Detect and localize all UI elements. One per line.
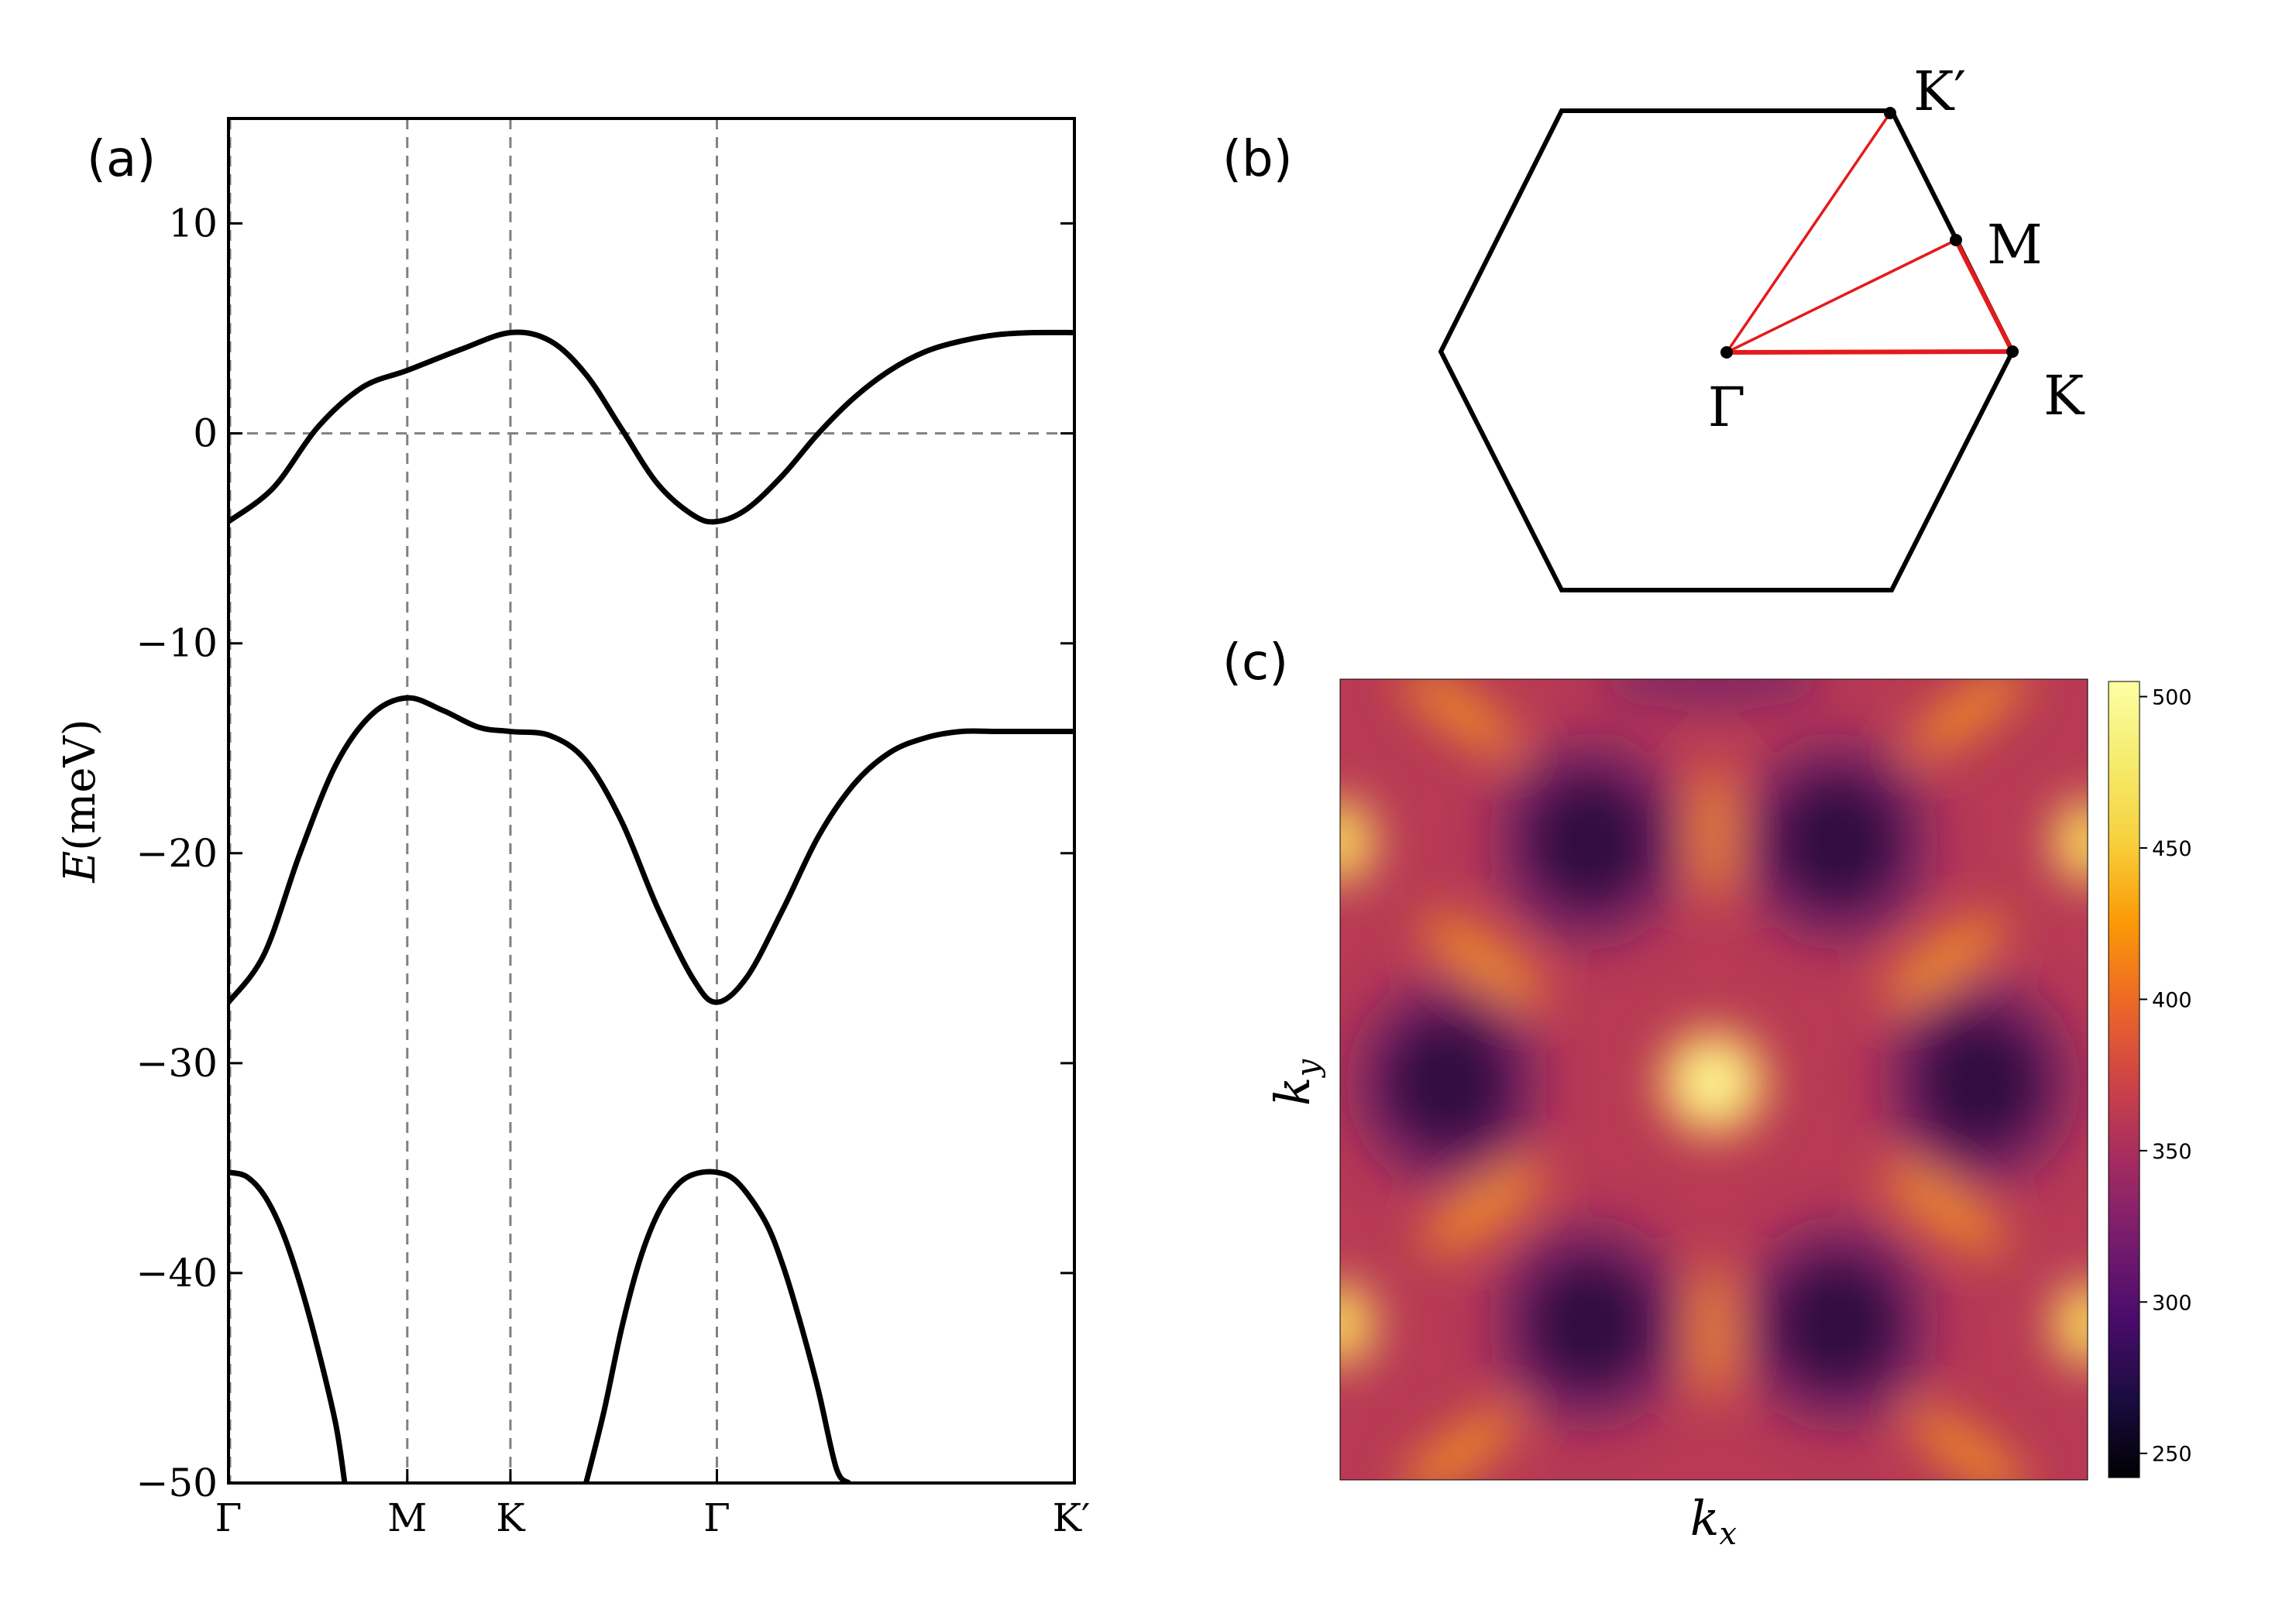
point-kprime [1884,107,1896,119]
high-symmetry-path [1725,112,2015,355]
path-gamma-m [1726,239,1957,354]
colorbar-tick-label: 500 [2152,686,2192,710]
band-3-curve [583,1169,852,1483]
panel-label-c: (c) [1222,634,1288,692]
band-curves [229,329,1074,1483]
x-tick-label: Γ [215,1495,242,1540]
maximum-edge [2053,799,2088,884]
y-tick-label: −40 [136,1251,218,1296]
heatmap-frame [1339,678,2088,1481]
panel-label-a: (a) [87,131,156,188]
band-3-curve [229,1169,348,1483]
x-axis-label-symbol: k [1690,1490,1720,1546]
label-m: M [1987,213,2043,276]
halo [1346,974,1548,1191]
colorbar [2109,681,2140,1478]
ridge [1421,1162,1545,1254]
maximum-center [1684,1053,1743,1112]
y-axis-label-symbol: k [1264,1077,1321,1107]
point-k [2006,345,2019,358]
x-tick-label: K [496,1495,526,1540]
colorbar-tick-label: 350 [2152,1140,2192,1164]
halo [1596,679,1828,710]
y-tick-label: 0 [193,411,218,456]
y-axis-label-unit: (meV) [55,719,105,850]
y-axis-label-heatmap: ky [1264,1059,1326,1107]
band-structure-plot: 10 0 −10 −20 −30 −40 −50 Γ M K Γ K′ E(meV) [55,117,1091,1540]
y-axis-label-symbol: E [55,851,105,884]
y-axis-label-subscript: y [1291,1059,1326,1079]
maximum-edge [1340,1282,1375,1367]
halo [1489,733,1690,950]
colorbar-tick-label: 450 [2152,837,2192,861]
band-1-curve [229,329,1074,525]
halo [1737,733,1938,950]
brillouin-zone-diagram: Γ M K K′ [1438,60,2085,592]
colorbar-tick-label: 300 [2152,1291,2192,1315]
y-tick-label: −30 [136,1041,218,1086]
y-axis-ticks: 10 0 −10 −20 −30 −40 −50 [136,201,1074,1505]
label-gamma: Γ [1708,376,1746,439]
halo [1489,1216,1690,1433]
x-axis-label-subscript: x [1720,1516,1737,1552]
y-tick-label: −20 [136,831,218,876]
colorbar-ticks: 250 300 350 400 450 500 [2140,686,2192,1467]
plot-frame [227,117,1076,1485]
path-gamma-kprime [1725,112,1892,353]
ridge [1909,679,2026,756]
halo [1737,1216,1938,1433]
ridge [1909,1409,2026,1480]
ridge [1696,763,1731,902]
point-m [1950,234,1962,246]
y-tick-label: 10 [168,201,218,246]
y-axis-label: E(meV) [55,719,105,883]
ridge [1421,915,1545,1006]
colorbar-frame [2108,681,2140,1478]
colorbar-tick-label: 400 [2152,988,2192,1012]
ridge [1402,1409,1518,1480]
x-axis-label-heatmap: kx [1690,1490,1737,1552]
colorbar-tick-label: 250 [2152,1443,2192,1467]
x-tick-label: K′ [1053,1495,1091,1540]
ridge [1882,915,2006,1006]
y-tick-label: −10 [136,621,218,666]
halo [1879,974,2081,1191]
reference-lines [229,118,1074,1483]
maximum-edge [2053,1282,2088,1367]
heatmap-features [1340,679,2088,1480]
ridge [1696,1262,1731,1402]
band-2-curve [229,695,1074,1005]
path-m-k [1954,239,2015,353]
ridge [1882,1162,2006,1254]
x-tick-label: Γ [703,1495,730,1540]
panel-label-b: (b) [1222,131,1293,188]
x-tick-label: M [387,1495,427,1540]
heatmap-maxima [1340,799,2088,1367]
label-k: K [2043,364,2085,427]
y-tick-label: −50 [136,1461,218,1505]
heatmap-ridges [1402,679,2026,1480]
ridge [1402,679,1518,756]
point-gamma [1720,346,1733,359]
heatmap-image [1340,679,2088,1480]
x-axis-ticks: Γ M K Γ K′ [215,1469,1091,1540]
label-kprime: K′ [1913,60,1966,123]
maximum-edge [1340,799,1375,884]
heatmap-halos [1346,679,2081,1433]
